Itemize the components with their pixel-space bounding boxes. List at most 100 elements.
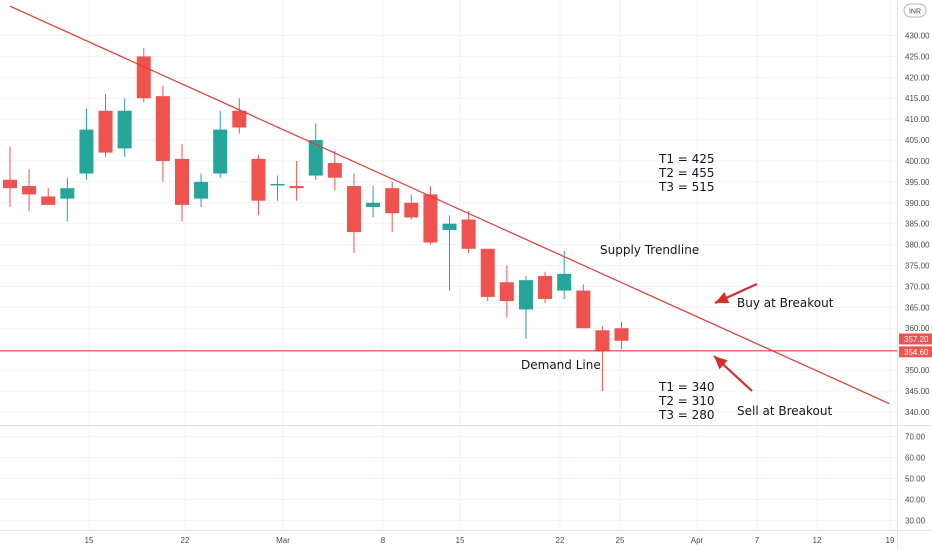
volume-tick-label: 40.00: [905, 496, 926, 505]
candle-body: [155, 96, 170, 161]
candle-body: [194, 181, 209, 199]
candle-body: [595, 330, 610, 352]
candle: [499, 265, 514, 318]
candle: [576, 284, 591, 329]
time-tick-label: 25: [616, 536, 625, 545]
price-tick-label: 385.00: [905, 220, 930, 229]
sell-arrow: [713, 355, 753, 392]
price-badge-bg: [899, 333, 932, 345]
candle: [174, 144, 189, 222]
volume-tick-label: 50.00: [905, 475, 926, 484]
candle-body: [60, 188, 75, 199]
candle: [595, 326, 610, 391]
volume-axis: 70.00 60.00 50.00 40.00 30.00: [905, 433, 926, 526]
time-axis[interactable]: 15 22 Mar 8 15 22 25 Apr 7 12 19: [85, 536, 895, 545]
candle: [423, 186, 438, 245]
candle: [41, 188, 56, 205]
candle: [289, 160, 304, 201]
candle: [136, 48, 151, 103]
candle: [117, 98, 132, 157]
candle: [232, 98, 247, 134]
currency-badge[interactable]: INR: [903, 3, 927, 18]
candle-body: [270, 183, 285, 186]
candle: [213, 110, 228, 178]
candle: [251, 154, 266, 216]
price-badge: 354.60: [899, 346, 932, 358]
time-tick-label: Mar: [276, 536, 290, 545]
time-tick-label: 19: [886, 536, 895, 545]
price-badge-bg: [899, 346, 932, 358]
candle: [366, 186, 381, 218]
candle-body: [136, 56, 151, 99]
candle-body: [79, 129, 94, 174]
candle: [22, 169, 37, 212]
price-tick-label: 420.00: [905, 73, 930, 82]
arrow-head: [715, 292, 730, 304]
candle: [98, 94, 113, 157]
candle-body: [366, 202, 381, 207]
volume-tick-label: 30.00: [905, 517, 926, 526]
candle-body: [538, 275, 553, 299]
candle: [327, 150, 342, 191]
candle-body: [308, 140, 323, 176]
price-badge: 357.20: [899, 333, 932, 345]
price-tick-label: 340.00: [905, 408, 930, 417]
price-tick-label: 375.00: [905, 262, 930, 271]
candle: [346, 173, 361, 253]
currency-label: INR: [909, 9, 921, 16]
chart-grid: [0, 0, 897, 530]
annotation-arrows: [713, 282, 758, 392]
price-tick-label: 425.00: [905, 52, 930, 61]
candle: [538, 271, 553, 304]
buy-at-breakout-label: Buy at Breakout: [737, 296, 834, 310]
candle-body: [576, 290, 591, 329]
candle-body: [213, 129, 228, 174]
candle-body: [423, 194, 438, 243]
price-tick-label: 350.00: [905, 366, 930, 375]
lower-target-3: T3 = 280: [658, 408, 715, 422]
price-tick-label: 405.00: [905, 136, 930, 145]
price-tick-label: 380.00: [905, 241, 930, 250]
candle-body: [385, 188, 400, 214]
price-badge-label: 357.20: [904, 335, 929, 344]
candle-body: [480, 248, 495, 297]
candle-body: [404, 202, 419, 218]
price-tick-label: 365.00: [905, 303, 930, 312]
candle: [155, 85, 170, 182]
candle: [404, 194, 419, 220]
candle-body: [41, 196, 56, 205]
candle: [194, 173, 209, 207]
candle-body: [461, 219, 476, 249]
price-tick-label: 415.00: [905, 94, 930, 103]
candle-body: [98, 110, 113, 153]
upper-target-3: T3 = 515: [658, 180, 715, 194]
upper-target-1: T1 = 425: [658, 152, 715, 166]
arrow-head: [714, 356, 728, 370]
time-tick-label: 22: [556, 536, 565, 545]
candle-body: [117, 110, 132, 149]
demand-line-label: Demand Line: [521, 358, 601, 372]
price-tick-label: 400.00: [905, 157, 930, 166]
candle: [270, 175, 285, 201]
candle-body: [327, 163, 342, 178]
price-tick-label: 345.00: [905, 387, 930, 396]
sell-at-breakout-label: Sell at Breakout: [737, 404, 832, 418]
candle-body: [22, 186, 37, 195]
price-axis[interactable]: 430.00 425.00 420.00 415.00 410.00 405.00 400.…: [905, 32, 930, 417]
lower-target-1: T1 = 340: [658, 380, 715, 394]
candle-body: [232, 110, 247, 128]
buy-arrow: [714, 282, 758, 305]
supply-trendline: [9, 5, 890, 405]
drawn-lines: [0, 5, 897, 405]
price-tick-label: 395.00: [905, 178, 930, 187]
time-tick-label: 8: [381, 536, 386, 545]
candle-body: [3, 179, 17, 189]
time-tick-label: Apr: [691, 536, 704, 545]
candle-body: [174, 158, 189, 205]
time-tick-label: 22: [181, 536, 190, 545]
time-tick-label: 7: [755, 536, 760, 545]
candle-body: [346, 186, 361, 233]
candle-body: [251, 158, 266, 201]
price-tick-label: 410.00: [905, 115, 930, 124]
